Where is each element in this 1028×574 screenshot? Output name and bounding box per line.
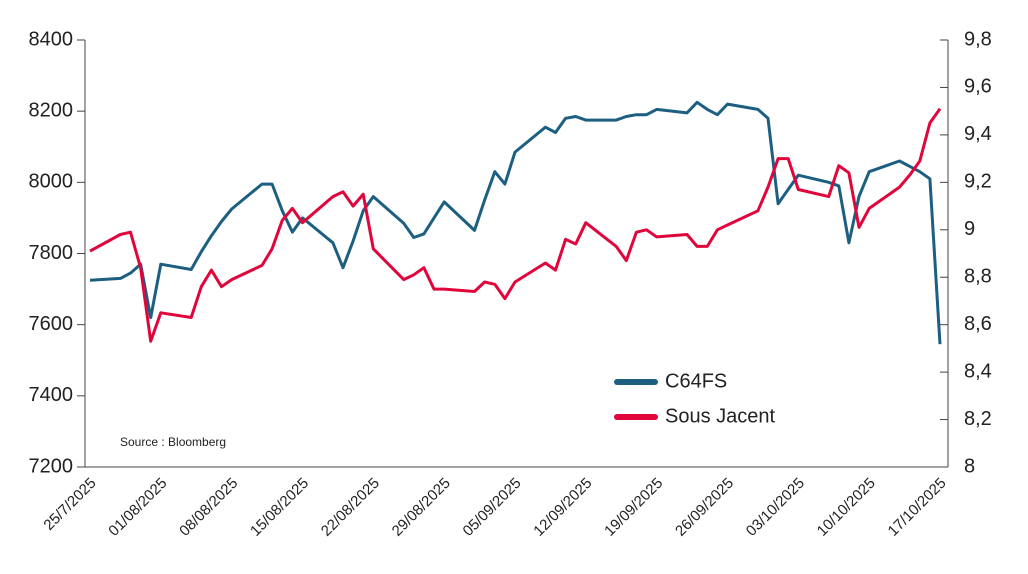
- legend-label: Sous Jacent: [665, 405, 776, 427]
- y2-tick-label: 9: [964, 218, 975, 240]
- legend-label: C64FS: [665, 370, 727, 392]
- x-tick-label: 03/10/2025: [743, 475, 808, 540]
- x-tick-label: 26/09/2025: [672, 475, 737, 540]
- y2-tick-label: 8,8: [964, 266, 992, 288]
- y-tick-label: 8000: [29, 171, 74, 193]
- x-tick-label: 29/08/2025: [389, 475, 454, 540]
- y2-tick-label: 9,8: [964, 28, 992, 50]
- y2-tick-label: 8,2: [964, 408, 992, 430]
- y-tick-label: 7600: [29, 313, 74, 335]
- x-tick-label: 22/08/2025: [318, 475, 383, 540]
- y2-tick-label: 8,4: [964, 360, 992, 382]
- y-tick-label: 7400: [29, 384, 74, 406]
- y-tick-label: 8200: [29, 99, 74, 121]
- y2-tick-label: 9,4: [964, 123, 992, 145]
- x-tick-label: 19/09/2025: [601, 475, 666, 540]
- x-tick-label: 15/08/2025: [247, 475, 312, 540]
- x-tick-label: 12/09/2025: [530, 475, 595, 540]
- x-tick-label: 01/08/2025: [105, 475, 170, 540]
- series-line: [89, 100, 942, 345]
- y-tick-label: 8400: [29, 28, 74, 50]
- y2-tick-label: 8: [964, 455, 975, 477]
- y2-tick-label: 8,6: [964, 313, 992, 335]
- x-tick-label: 05/09/2025: [460, 475, 525, 540]
- x-tick-label: 10/10/2025: [814, 475, 879, 540]
- y2-tick-label: 9,6: [964, 76, 992, 98]
- y2-tick-label: 9,2: [964, 171, 992, 193]
- series-line: [89, 107, 942, 343]
- x-tick-label: 08/08/2025: [176, 475, 241, 540]
- x-tick-label: 25/7/2025: [40, 475, 99, 534]
- x-tick-label: 17/10/2025: [885, 475, 950, 540]
- y-tick-label: 7200: [29, 455, 74, 477]
- y-tick-label: 7800: [29, 242, 74, 264]
- source-note: Source : Bloomberg: [120, 435, 226, 449]
